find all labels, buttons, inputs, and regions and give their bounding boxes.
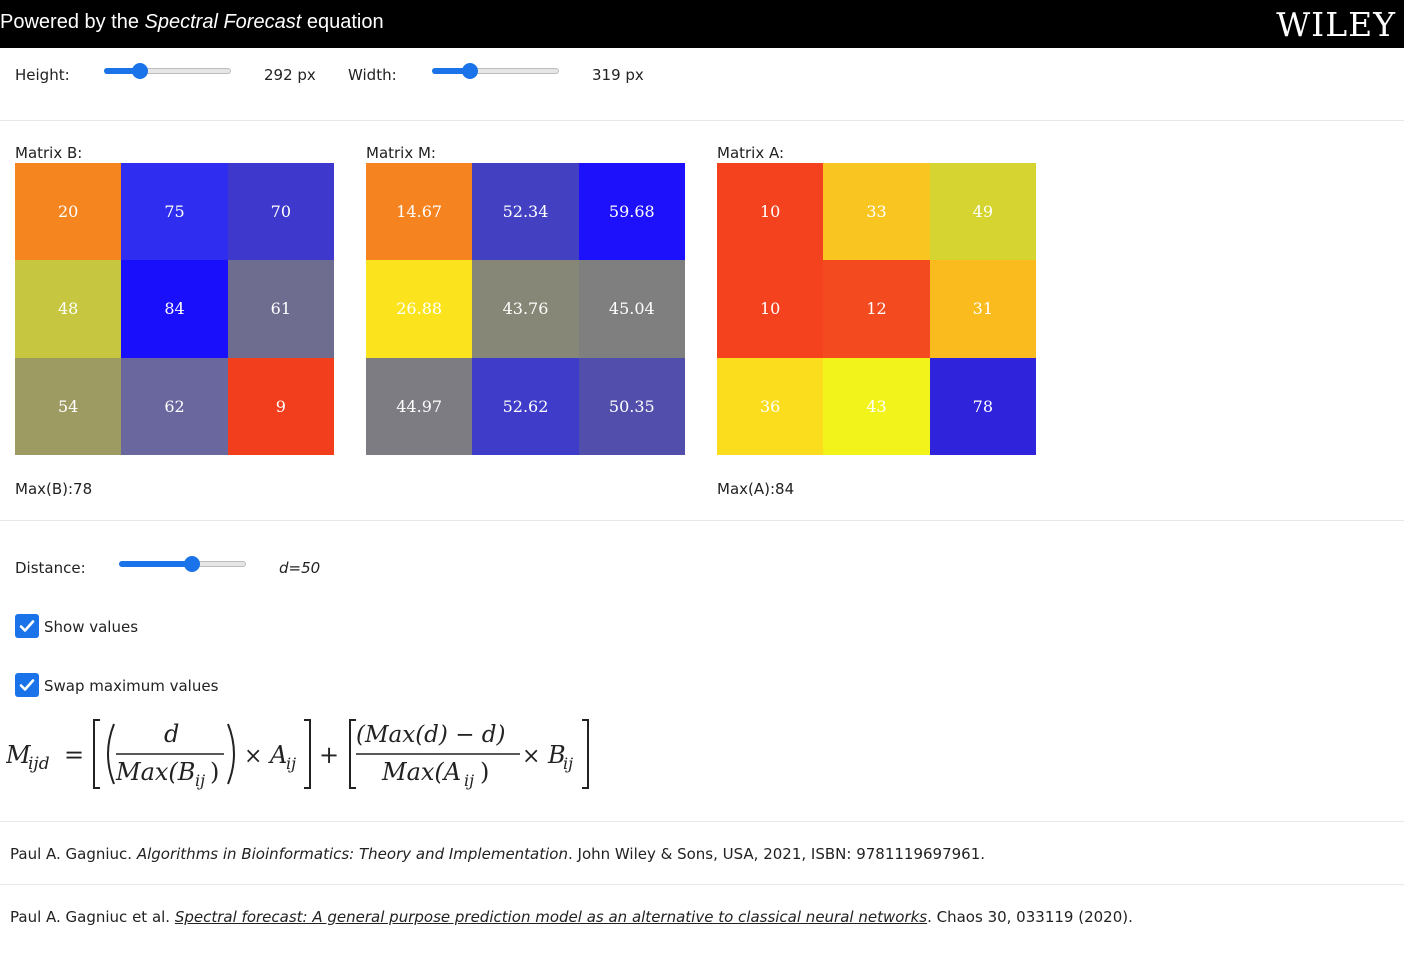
matrix-b-label: Matrix B: <box>15 144 83 162</box>
distance-slider-fill <box>119 561 193 567</box>
show-values-label[interactable]: Show values <box>44 618 139 636</box>
formula-eq: = <box>64 741 84 769</box>
width-value: 319 px <box>592 66 644 84</box>
divider <box>0 520 1404 521</box>
matrix-cell: 62 <box>121 357 228 455</box>
reference-paper-link[interactable]: Spectral forecast: A general purpose pre… <box>174 908 928 926</box>
distance-slider-thumb[interactable] <box>184 556 201 572</box>
max-a-label: Max(A):84 <box>717 480 795 498</box>
formula-lhs: M <box>6 741 32 769</box>
show-values-checkbox[interactable] <box>15 614 39 638</box>
formula-max-a: Max(A <box>381 758 461 786</box>
matrix-cell: 70 <box>227 163 334 261</box>
matrix-cell: 12 <box>823 260 930 358</box>
spectral-forecast-formula: M ijd = d Max(B ij ) × A ij + (Max(d) − … <box>6 719 589 790</box>
divider <box>0 821 1404 822</box>
swap-max-checkbox[interactable] <box>15 673 39 697</box>
checkmark-icon <box>19 620 35 632</box>
width-slider[interactable] <box>432 63 559 79</box>
matrix-cell: 43.76 <box>472 260 579 358</box>
formula-times: × <box>522 744 540 769</box>
divider <box>0 120 1404 121</box>
matrix-cell: 44.97 <box>366 357 473 455</box>
formula-close-paren: ) <box>210 758 219 786</box>
matrix-b-grid: 20 75 70 48 84 61 54 62 9 <box>15 163 334 455</box>
matrix-cell: 84 <box>121 260 228 358</box>
formula-max-b: Max(B <box>115 758 195 786</box>
matrix-cell: 36 <box>717 357 824 455</box>
matrix-cell: 10 <box>717 260 824 358</box>
matrix-cell: 14.67 <box>366 163 473 261</box>
page-title: Powered by the Spectral Forecast equatio… <box>0 11 384 33</box>
matrix-a-label: Matrix A: <box>717 144 785 162</box>
width-slider-thumb[interactable] <box>461 63 478 79</box>
formula-lhs-sub: ijd <box>28 754 50 774</box>
formula-a: A <box>268 741 287 769</box>
matrix-cell: 43 <box>823 357 930 455</box>
max-b-label: Max(B):78 <box>15 480 93 498</box>
matrix-cell: 20 <box>15 163 122 261</box>
matrix-cell: 9 <box>227 357 334 455</box>
matrix-cell: 31 <box>929 260 1036 358</box>
distance-label: Distance: <box>15 559 86 577</box>
matrix-cell: 45.04 <box>578 260 685 358</box>
divider <box>0 884 1404 885</box>
formula-d-numerator: d <box>164 720 179 748</box>
matrix-m-grid: 14.67 52.34 59.68 26.88 43.76 45.04 44.97 52.62… <box>366 163 685 455</box>
width-slider-fill <box>432 68 470 74</box>
matrix-cell: 26.88 <box>366 260 473 358</box>
matrix-cell: 48 <box>15 260 122 358</box>
formula-close-paren: ) <box>480 758 489 786</box>
formula-times: × <box>244 744 262 769</box>
matrix-cell: 49 <box>929 163 1036 261</box>
matrix-cell: 61 <box>227 260 334 358</box>
matrix-cell: 78 <box>929 357 1036 455</box>
formula-sub-ij: ij <box>464 771 474 790</box>
distance-slider[interactable] <box>119 556 246 572</box>
matrix-a-grid: 10 33 49 10 12 31 36 43 78 <box>717 163 1036 455</box>
height-slider[interactable] <box>104 63 231 79</box>
reference-paper: Paul A. Gagniuc et al. Spectral forecast… <box>10 908 1133 926</box>
reference-book: Paul A. Gagniuc. Algorithms in Bioinform… <box>10 845 986 863</box>
height-value: 292 px <box>264 66 316 84</box>
matrix-m-label: Matrix M: <box>366 144 436 162</box>
wiley-logo: WILEY <box>1276 5 1396 44</box>
distance-value: d=50 <box>279 559 321 577</box>
formula-max-d-minus-d: (Max(d) − d) <box>356 722 505 748</box>
checkmark-icon <box>19 679 35 691</box>
width-label: Width: <box>348 66 397 84</box>
formula-sub-ij: ij <box>286 754 296 773</box>
swap-max-label[interactable]: Swap maximum values <box>44 677 219 695</box>
formula-b: B <box>547 741 566 769</box>
height-label: Height: <box>15 66 70 84</box>
header-bar: Powered by the Spectral Forecast equatio… <box>0 0 1404 48</box>
matrix-cell: 10 <box>717 163 824 261</box>
height-slider-fill <box>104 68 140 74</box>
formula-sub-ij: ij <box>563 754 573 773</box>
matrix-cell: 75 <box>121 163 228 261</box>
matrix-cell: 54 <box>15 357 122 455</box>
matrix-cell: 52.62 <box>472 357 579 455</box>
reference-book-title: Algorithms in Bioinformatics: Theory and… <box>136 845 568 863</box>
page-title-emphasis: Spectral Forecast <box>144 11 302 33</box>
matrix-cell: 59.68 <box>578 163 685 261</box>
matrix-cell: 52.34 <box>472 163 579 261</box>
matrix-cell: 50.35 <box>578 357 685 455</box>
matrix-cell: 33 <box>823 163 930 261</box>
formula-sub-ij: ij <box>195 771 205 790</box>
height-slider-thumb[interactable] <box>131 63 148 79</box>
formula-plus: + <box>319 741 339 769</box>
